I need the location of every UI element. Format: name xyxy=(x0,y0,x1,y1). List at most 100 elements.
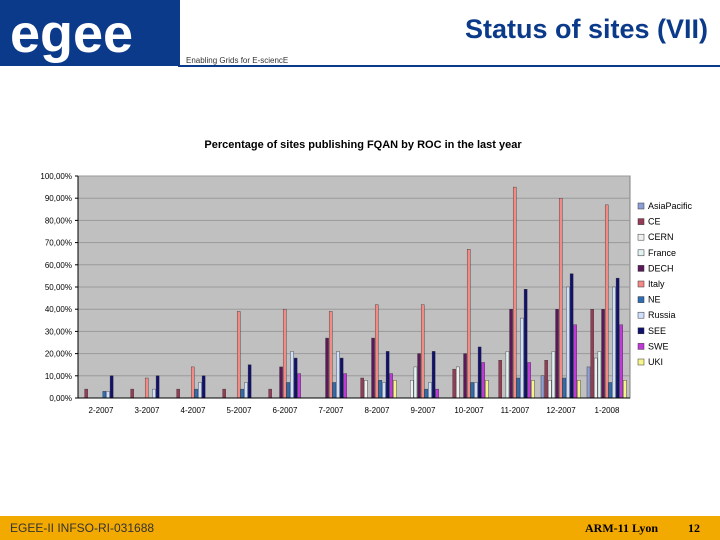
bar-dech xyxy=(279,366,283,399)
bar-italy xyxy=(420,304,425,399)
bar-russia xyxy=(474,382,478,399)
legend-swatch-cern xyxy=(637,233,645,241)
bar-russia xyxy=(382,382,386,399)
bar-see xyxy=(431,351,436,399)
footer-project-id: EGEE-II INFSO-RI-031688 xyxy=(10,521,155,535)
y-tick-label: 70,00% xyxy=(45,239,72,248)
bar-swe xyxy=(573,324,577,399)
legend-label-italy: Italy xyxy=(648,279,665,289)
bar-uki xyxy=(485,380,489,399)
bar-see xyxy=(477,346,482,399)
bar-italy xyxy=(604,204,609,399)
legend-swatch-ne xyxy=(637,296,645,303)
x-tick-label: 4-2007 xyxy=(181,406,206,415)
chart-title: Percentage of sites publishing FQAN by R… xyxy=(204,139,522,151)
bar-dech xyxy=(463,353,467,399)
bar-ce xyxy=(544,360,548,399)
bar-ne xyxy=(470,382,475,399)
y-tick-label: 40,00% xyxy=(45,305,72,314)
x-tick-label: 9-2007 xyxy=(411,406,436,415)
bar-ne xyxy=(516,377,521,399)
footer: EGEE-II INFSO-RI-031688 ARM-11 Lyon 12 xyxy=(0,516,720,540)
bar-russia xyxy=(152,388,156,399)
bar-swe xyxy=(527,362,531,399)
bar-russia xyxy=(336,351,340,399)
chart-container: Percentage of sites publishing FQAN by R… xyxy=(0,120,720,430)
legend-label-france: France xyxy=(648,248,676,258)
y-tick-label: 50,00% xyxy=(45,283,72,292)
bar-cern xyxy=(594,357,598,399)
bar-chart: Percentage of sites publishing FQAN by R… xyxy=(40,139,693,415)
bar-swe xyxy=(481,362,485,399)
logo-background xyxy=(0,0,180,66)
bar-ce xyxy=(176,388,180,399)
legend-swatch-uki xyxy=(637,358,645,366)
bar-ce xyxy=(590,308,594,399)
bar-ce xyxy=(498,360,502,399)
footer-event: ARM-11 Lyon xyxy=(585,521,659,535)
bar-italy xyxy=(190,366,195,399)
bar-swe xyxy=(297,373,301,399)
bar-italy xyxy=(374,304,379,399)
bar-ce xyxy=(222,388,226,399)
legend-swatch-ce xyxy=(637,218,645,225)
x-tick-label: 12-2007 xyxy=(546,406,576,415)
bar-russia xyxy=(520,317,524,399)
bar-france xyxy=(413,366,418,399)
y-tick-label: 60,00% xyxy=(45,261,72,270)
legend-swatch-swe xyxy=(637,343,645,350)
bar-see xyxy=(569,273,574,399)
x-tick-label: 10-2007 xyxy=(454,406,484,415)
bar-russia xyxy=(428,382,432,399)
x-tick-label: 8-2007 xyxy=(365,406,390,415)
bar-ne xyxy=(608,382,613,399)
bar-ne xyxy=(424,388,429,399)
bar-ne xyxy=(240,388,245,399)
bar-ne xyxy=(378,380,383,399)
bar-ne xyxy=(102,391,107,399)
bar-russia xyxy=(290,351,294,399)
bar-italy xyxy=(328,311,333,399)
bar-ce xyxy=(268,388,272,399)
legend-label-uki: UKI xyxy=(648,357,663,367)
y-tick-label: 100,00% xyxy=(40,172,72,181)
bar-see xyxy=(293,357,298,399)
y-tick-label: 0,00% xyxy=(49,394,72,403)
x-tick-label: 11-2007 xyxy=(501,406,530,415)
y-tick-label: 20,00% xyxy=(45,350,72,359)
bar-cern xyxy=(364,380,368,399)
page-number: 12 xyxy=(688,521,700,535)
legend-label-ce: CE xyxy=(648,217,661,227)
bar-swe xyxy=(619,324,623,399)
bar-dech xyxy=(509,308,513,399)
bar-see xyxy=(523,289,528,399)
legend-label-see: SEE xyxy=(648,326,666,336)
legend-swatch-see xyxy=(637,327,645,335)
logo-text: egee xyxy=(10,4,133,64)
tagline: Enabling Grids for E-sciencE xyxy=(186,56,289,65)
legend-label-asiapacific: AsiaPacific xyxy=(648,201,693,211)
bar-see xyxy=(109,375,114,399)
bar-ne xyxy=(332,382,337,399)
bar-swe xyxy=(389,373,393,399)
page-title: Status of sites (VII) xyxy=(464,14,708,44)
legend-label-ne: NE xyxy=(648,295,661,305)
bar-uki xyxy=(623,380,627,399)
header: egee Status of sites (VII) Enabling Grid… xyxy=(0,0,720,67)
bar-see xyxy=(155,375,160,399)
bar-ne xyxy=(286,382,291,399)
bar-italy xyxy=(236,311,241,399)
bar-swe xyxy=(435,388,439,399)
bar-dech xyxy=(601,308,605,399)
bar-uki xyxy=(531,380,535,399)
bar-italy xyxy=(466,249,471,399)
bar-ce xyxy=(84,388,88,399)
bar-dech xyxy=(417,353,421,399)
bar-italy xyxy=(558,197,563,399)
bar-asiapacific xyxy=(540,375,545,399)
bar-ne xyxy=(562,377,567,399)
bar-ce xyxy=(360,377,364,399)
bar-russia xyxy=(198,382,202,399)
bar-asiapacific xyxy=(586,366,591,399)
x-tick-label: 3-2007 xyxy=(135,406,160,415)
